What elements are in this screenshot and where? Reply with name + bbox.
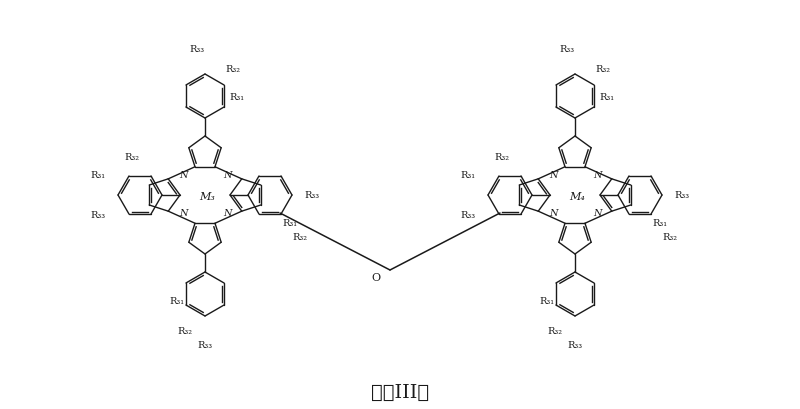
Text: N: N [178, 209, 187, 218]
Text: N: N [549, 171, 558, 180]
Text: R₃₁: R₃₁ [230, 94, 245, 103]
Text: R₃₂: R₃₂ [293, 232, 307, 241]
Text: R₃₂: R₃₂ [226, 65, 241, 74]
Text: R₃₃: R₃₃ [559, 45, 574, 54]
Text: R₃₃: R₃₃ [461, 211, 475, 220]
Text: N: N [549, 209, 558, 218]
Text: R₃₁: R₃₁ [539, 297, 554, 306]
Text: R₃₃: R₃₃ [305, 191, 319, 200]
Text: R₃₃: R₃₃ [190, 45, 205, 54]
Text: N: N [222, 209, 231, 218]
Text: O: O [371, 273, 381, 283]
Text: R₃₂: R₃₂ [595, 65, 610, 74]
Text: M₃: M₃ [199, 192, 215, 202]
Text: R₃₁: R₃₁ [170, 297, 185, 306]
Text: N: N [222, 171, 231, 180]
Text: N: N [178, 171, 187, 180]
Text: R₃₁: R₃₁ [90, 171, 106, 180]
Text: R₃₂: R₃₂ [547, 328, 562, 337]
Text: R₃₂: R₃₂ [178, 328, 193, 337]
Text: N: N [593, 209, 602, 218]
Text: R₃₁: R₃₁ [282, 218, 298, 227]
Text: R₃₁: R₃₁ [461, 171, 475, 180]
Text: 式（III）: 式（III） [371, 384, 429, 402]
Text: R₃₃: R₃₃ [567, 342, 582, 351]
Text: R₃₁: R₃₁ [599, 94, 614, 103]
Text: R₃₂: R₃₂ [662, 232, 678, 241]
Text: N: N [593, 171, 602, 180]
Text: R₃₂: R₃₂ [125, 153, 139, 162]
Text: R₃₂: R₃₂ [494, 153, 510, 162]
Text: M₄: M₄ [569, 192, 585, 202]
Text: R₃₃: R₃₃ [198, 342, 213, 351]
Text: R₃₁: R₃₁ [653, 218, 667, 227]
Text: R₃₃: R₃₃ [90, 211, 106, 220]
Text: R₃₃: R₃₃ [674, 191, 690, 200]
